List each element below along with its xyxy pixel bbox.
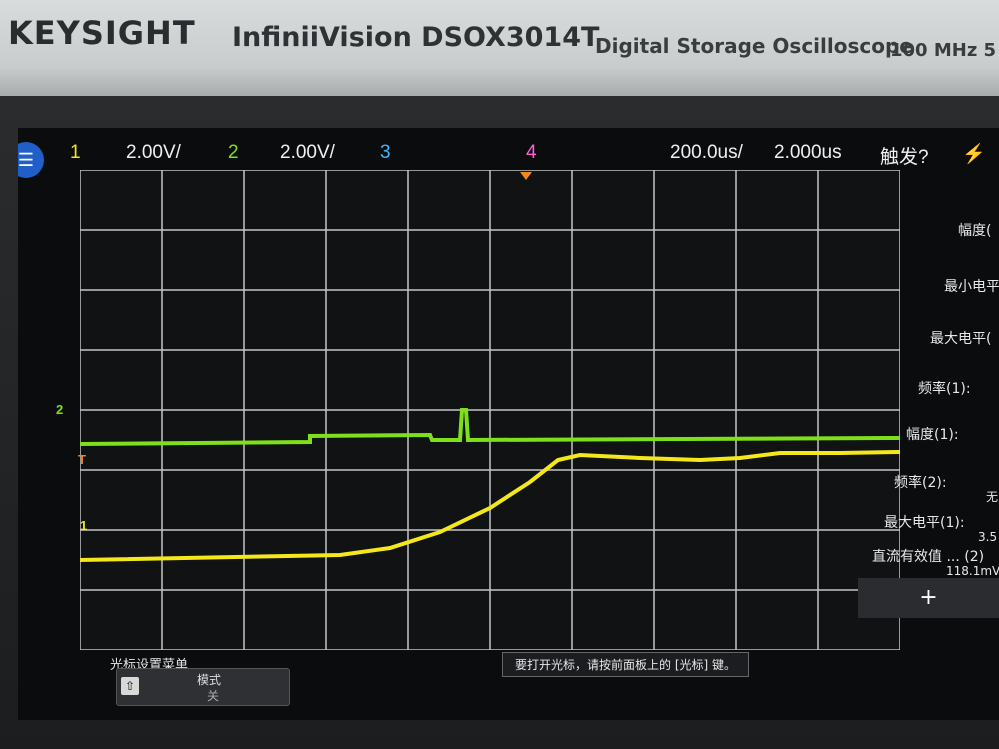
measure-item[interactable]: 最大电平(1): [884,515,965,531]
measure-item[interactable]: 直流有效值 ... (2) [872,549,985,565]
measure-item[interactable]: 频率(2): [894,475,947,491]
status-bar: ☰ 1 2.00V/ 2 2.00V/ 3 4 200.0us/ 2.000us… [18,128,999,178]
scope-screen: ☰ 1 2.00V/ 2 2.00V/ 3 4 200.0us/ 2.000us… [18,128,999,720]
status-message: 要打开光标，请按前面板上的 [光标] 键。 [502,652,749,677]
trigger-position-marker [520,172,532,180]
measure-value: 3.5 [978,530,998,544]
ch1-ground-marker[interactable]: 1 [80,518,88,533]
measure-item[interactable]: 幅度( [958,223,992,239]
measure-item[interactable]: 频率(1): [918,381,971,397]
ch1-label[interactable]: 1 [70,142,81,163]
brand-logo: KEYSIGHT [8,14,196,52]
measure-item[interactable]: 最大电平( [930,331,992,347]
time-delay[interactable]: 2.000us [774,142,842,163]
up-arrow-icon: ⇧ [121,677,139,695]
ch1-trace [80,450,900,562]
ch2-label[interactable]: 2 [228,142,239,163]
ch1-scale[interactable]: 2.00V/ [126,142,181,163]
mode-softkey[interactable]: ⇧ 模式 关 [116,668,290,706]
softkey-value: 关 [207,689,220,703]
menu-icon[interactable]: ☰ [18,142,44,178]
model-name: InfiniiVision DSOX3014T [232,22,600,53]
ch2-ground-marker[interactable]: 2 [56,402,64,417]
instrument-bezel: KEYSIGHT InfiniiVision DSOX3014T Digital… [0,0,999,96]
measure-item[interactable]: 幅度(1): [906,427,959,443]
time-scale[interactable]: 200.0us/ [670,142,743,163]
measure-item[interactable]: 最小电平 [944,279,999,295]
bandwidth-label: 100 MHz 5 [890,40,997,61]
measurement-panel: 幅度( 最小电平 最大电平( 频率(1): 幅度(1): 频率(2): 无 最大… [858,188,999,628]
lightning-icon: ⚡ [962,144,986,165]
trigger-level-marker[interactable]: T [78,452,86,467]
instrument-description: Digital Storage Oscilloscope [595,34,913,58]
measure-value: 无 [986,490,999,504]
ch4-label[interactable]: 4 [526,142,537,163]
trigger-status: 触发? [880,147,929,168]
measure-value: 118.1mV [946,564,999,578]
ch2-trace [80,408,900,446]
ch3-label[interactable]: 3 [380,142,391,163]
softkey-label: 模式 [197,673,222,687]
add-measurement-button[interactable]: + [858,578,999,618]
grid-lines [80,170,900,650]
waveform-grid [80,170,900,650]
ch2-scale[interactable]: 2.00V/ [280,142,335,163]
